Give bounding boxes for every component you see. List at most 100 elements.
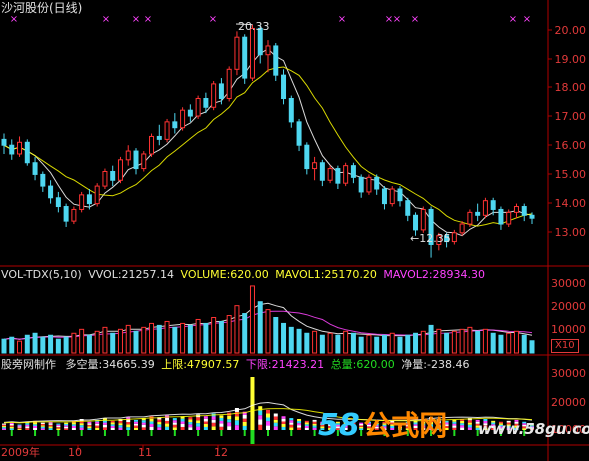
indicator-bar-segment: [452, 423, 457, 426]
candle-body: [513, 206, 519, 213]
indicator-bar-segment: [17, 424, 22, 426]
candle-body: [9, 144, 15, 155]
volume-bar: [327, 332, 333, 354]
indicator-bar-segment: [196, 423, 201, 427]
indicator-bar-segment: [33, 425, 38, 428]
indicator-bar-segment: [102, 427, 107, 430]
candle-body: [304, 144, 310, 170]
indicator-net-bar: [523, 430, 526, 436]
indicator-bar-segment: [304, 422, 309, 425]
indicator-bar-segment: [48, 428, 53, 430]
volume-bar: [312, 330, 318, 354]
indicator-bar-segment: [359, 426, 364, 429]
indicator-bar-segment: [335, 428, 340, 430]
volume-bar: [24, 334, 30, 354]
indicator-bar-segment: [126, 424, 131, 428]
candle-body: [94, 185, 100, 205]
indicator-bar-segment: [405, 421, 410, 424]
volume-bar: [234, 305, 240, 354]
indicator-bar-segment: [266, 409, 270, 414]
date-label-10: 10: [68, 446, 82, 459]
indicator-bar-segment: [165, 423, 170, 427]
indicator-bar-segment: [281, 423, 286, 427]
indicator-bar-segment: [102, 422, 107, 425]
vol-indicator-name[interactable]: VOL-TDX(5,10): [1, 268, 82, 281]
volume-bar: [211, 317, 217, 354]
volume-bar: [94, 330, 100, 354]
indicator-bar-segment: [211, 416, 216, 420]
volume-bar: [125, 324, 131, 354]
signal-marker: ×: [385, 14, 393, 25]
indicator-bar-segment: [180, 426, 185, 430]
indicator-bar-segment: [289, 420, 294, 423]
vol-vvol: VVOL:21257.14: [88, 268, 175, 281]
indicator-bar-segment: [460, 425, 465, 428]
volume-bar: [482, 328, 488, 354]
indicator-bar-segment: [335, 424, 340, 427]
ind-indicator-name[interactable]: 股旁网制作: [1, 358, 56, 371]
indicator-bar-segment: [188, 422, 193, 425]
candle-body: [319, 162, 325, 181]
indicator-bar-segment: [475, 427, 480, 430]
indicator-bar-segment: [398, 425, 402, 427]
candle-body: [451, 232, 457, 243]
indicator-bar-segment: [498, 426, 503, 429]
volume-bar: [475, 330, 481, 354]
signal-markers: × × × × × × × × × × ×: [10, 14, 531, 25]
candle-body: [242, 36, 248, 79]
candle-body: [413, 214, 419, 231]
candle-body: [490, 200, 496, 210]
candle-body: [79, 194, 85, 210]
indicator-bar-segment: [234, 420, 239, 426]
price-tick-17: 17.00: [554, 110, 587, 123]
indicator-bar-segment: [506, 425, 511, 428]
volume-bar: [40, 336, 46, 354]
indicator-bar-segment: [134, 421, 138, 424]
indicator-bar-segment: [429, 424, 434, 428]
indicator-bar-segment: [258, 410, 263, 416]
indicator-bar-segment: [498, 423, 503, 425]
volume-bar: [304, 332, 310, 354]
volume-bar: [86, 334, 92, 354]
indicator-bar-segment: [2, 428, 6, 430]
volume-bar: [428, 324, 434, 354]
candle-body: [1, 138, 7, 146]
indicator-bar-segment: [87, 426, 92, 429]
volume-bar: [374, 336, 380, 354]
watermark-url: www.58gu.com: [478, 420, 589, 438]
indicator-spike: [250, 377, 255, 430]
indicator-bar-segment: [110, 420, 115, 423]
indicator-bar-segment: [514, 425, 519, 428]
indicator-bar-segment: [483, 419, 488, 421]
candle-body: [475, 211, 481, 216]
indicator-bar-segment: [141, 427, 146, 430]
volume-bar: [133, 330, 139, 354]
indicator-bar-segment: [366, 423, 371, 425]
signal-marker: ×: [393, 14, 401, 25]
signal-marker: ×: [523, 14, 531, 25]
indicator-bar-segment: [530, 424, 534, 426]
indicator-bar-segment: [273, 419, 278, 423]
indicator-bars[interactable]: [2, 377, 534, 444]
volume-bars[interactable]: [1, 285, 535, 354]
indicator-bar-segment: [95, 425, 100, 428]
indicator-bar-segment: [203, 426, 208, 430]
vol-tick-30000: 30000: [551, 277, 586, 290]
indicator-bar-segment: [320, 423, 325, 425]
date-label-11: 11: [138, 446, 152, 459]
indicator-bar-segment: [48, 426, 53, 429]
indicator-bar-segment: [110, 427, 115, 430]
indicator-bar-segment: [149, 426, 154, 430]
indicator-net-bar: [220, 430, 223, 436]
indicator-bar-segment: [266, 417, 270, 422]
indicator-bar-segment: [413, 420, 418, 423]
candle-body: [428, 208, 434, 245]
candlestick-series[interactable]: [1, 23, 535, 258]
high-pointer-line: [235, 23, 253, 26]
indicator-bar-segment: [374, 425, 379, 427]
vol-unit-badge: X10: [551, 339, 579, 353]
candle-body: [521, 206, 527, 216]
candle-body: [102, 170, 108, 187]
